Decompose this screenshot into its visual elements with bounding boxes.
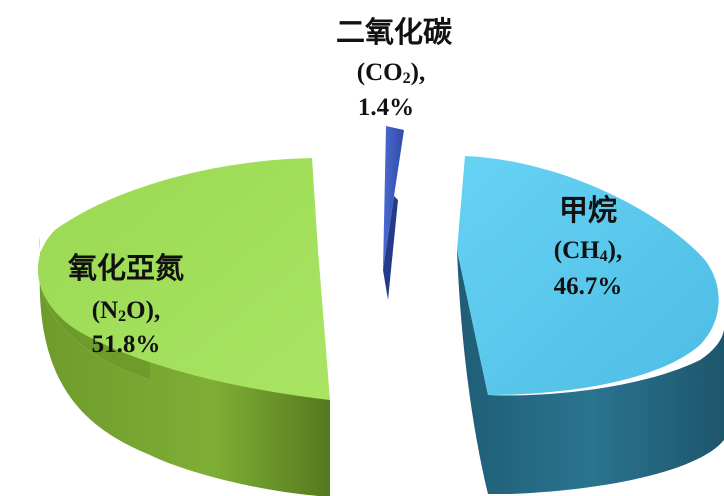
label-n2o-formula: (N2O), [92,297,160,325]
label-ch4-percent: 46.7% [554,273,623,300]
slice-n2o-side-front [39,266,330,496]
label-ch4: 甲烷 (CH4), 46.7% [554,193,623,300]
slice-co2 [383,126,404,300]
label-n2o: 氧化亞氮 (N2O), 51.8% [67,251,184,358]
slice-co2-side [383,196,398,300]
slice-n2o [37,158,331,496]
slice-ch4-side [457,250,724,494]
slice-ch4 [457,156,724,494]
label-co2-name: 二氧化碳 [336,15,453,49]
label-co2-percent: 1.4% [358,94,414,121]
label-n2o-name: 氧化亞氮 [67,251,184,285]
label-ch4-name: 甲烷 [559,193,617,227]
label-n2o-percent: 51.8% [92,331,161,358]
slice-co2-top [383,126,404,270]
label-co2-formula: (CO2), [357,59,425,87]
label-co2: 二氧化碳 (CO2), 1.4% [336,15,453,121]
label-ch4-formula: (CH4), [554,237,622,265]
slice-n2o-top [37,158,331,400]
slice-ch4-top [457,156,719,395]
